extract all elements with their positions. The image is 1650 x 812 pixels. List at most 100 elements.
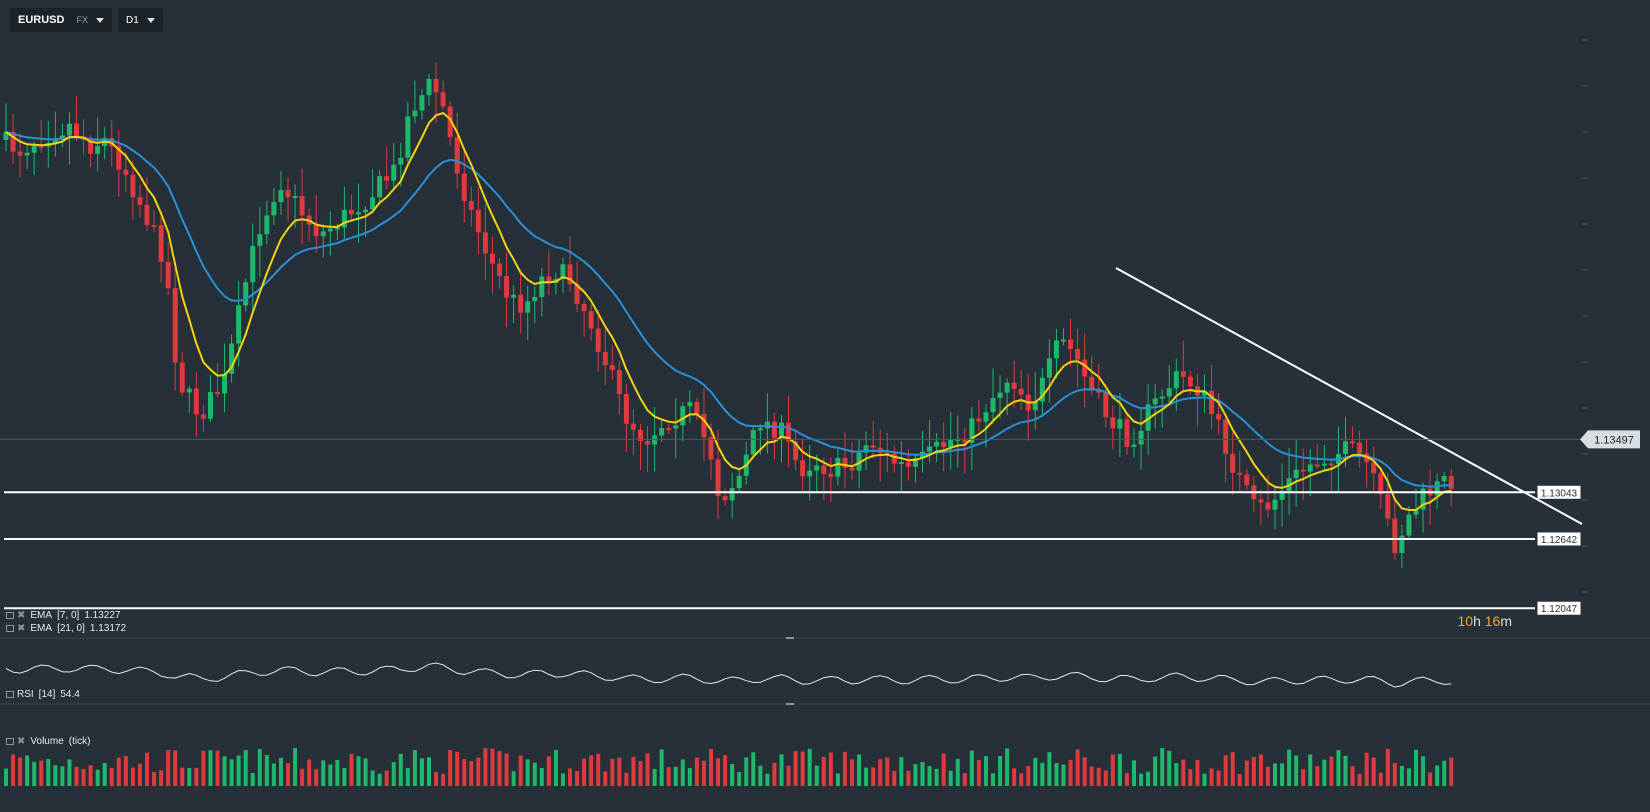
legend-ema21[interactable]: ✖ EMA [21, 0] 1.13172: [6, 623, 126, 634]
volume-bar: [412, 749, 417, 786]
level-price-label: 1.12047: [1541, 604, 1578, 615]
volume-bar: [1399, 765, 1404, 786]
volume-bar: [1435, 765, 1440, 786]
candle-body: [849, 467, 855, 471]
candle-body: [609, 365, 615, 371]
candle-body: [1265, 502, 1271, 510]
candle-body: [1039, 377, 1045, 402]
candle-body: [461, 173, 467, 202]
settings-icon[interactable]: [6, 738, 14, 745]
volume-bar: [1371, 757, 1376, 786]
volume-bar: [1287, 749, 1292, 786]
volume-bar: [1202, 773, 1207, 786]
close-icon[interactable]: ✖: [17, 609, 26, 621]
volume-bar: [81, 768, 86, 786]
candle-body: [1357, 442, 1363, 454]
settings-icon[interactable]: [6, 691, 14, 698]
candle-body: [1180, 371, 1186, 377]
candle-body: [595, 328, 601, 352]
legend-name: RSI: [17, 689, 34, 700]
candle-body: [1032, 401, 1038, 411]
legend-volume[interactable]: ✖ Volume (tick): [6, 736, 90, 747]
candle-body: [673, 425, 679, 429]
level-price-tag: [1536, 484, 1582, 500]
candle-body: [440, 92, 446, 107]
candle-body: [236, 305, 242, 344]
candle-body: [1209, 390, 1215, 415]
volume-bar: [1294, 755, 1299, 786]
volume-bar: [652, 769, 657, 786]
candle-body: [539, 276, 545, 297]
volume-bars: [4, 748, 1454, 786]
candle-body: [532, 296, 538, 302]
candle-body: [708, 437, 714, 460]
candle-body: [370, 197, 376, 210]
volume-bar: [948, 770, 953, 786]
volume-bar: [18, 757, 23, 786]
candle-body: [52, 139, 58, 143]
trendline[interactable]: [1115, 267, 1583, 525]
volume-bar: [998, 756, 1003, 786]
legend-rsi[interactable]: RSI [14] 54.4: [6, 689, 80, 700]
candle-body: [215, 391, 220, 394]
candle-body: [912, 458, 918, 467]
symbol-selector[interactable]: EURUSD FX: [10, 8, 112, 32]
candle-body: [1293, 469, 1299, 479]
candle-body: [271, 202, 277, 216]
volume-bar: [659, 749, 664, 786]
candle-body: [74, 123, 79, 137]
candle-body: [299, 195, 305, 216]
panel-resize-handle[interactable]: [786, 703, 794, 705]
horizontal-levels[interactable]: 1.13043 1.12642 1.12047: [4, 484, 1582, 616]
candle-body: [1166, 388, 1172, 397]
volume-bar: [906, 770, 911, 786]
timeframe-selector[interactable]: D1: [117, 8, 163, 32]
candle-body: [976, 418, 982, 422]
candle-body: [1420, 488, 1426, 510]
level-price-tag: [1536, 531, 1582, 547]
volume-bar: [441, 773, 446, 786]
ema7-line: [5, 111, 1452, 512]
volume-bar: [779, 754, 784, 786]
volume-bar: [1047, 752, 1052, 786]
close-icon[interactable]: ✖: [17, 622, 26, 634]
volume-bar: [1414, 749, 1418, 786]
volume-bar: [342, 767, 347, 786]
candle-body: [489, 253, 495, 264]
volume-bar: [1343, 755, 1348, 786]
volume-bar: [1075, 749, 1080, 786]
candle-body: [1152, 398, 1158, 405]
volume-bar: [991, 773, 995, 786]
volume-bar: [469, 761, 474, 786]
candle-body: [800, 460, 806, 477]
volume-bar: [74, 766, 79, 786]
settings-icon[interactable]: [6, 612, 14, 619]
symbol-label: EURUSD: [18, 14, 65, 26]
candle-body: [1392, 518, 1398, 554]
settings-icon[interactable]: [6, 625, 14, 632]
candle-body: [750, 430, 756, 455]
volume-bar: [1442, 760, 1447, 786]
close-icon[interactable]: ✖: [17, 735, 26, 747]
volume-bar: [180, 767, 185, 786]
volume-bar: [1336, 750, 1341, 786]
legend-ema7[interactable]: ✖ EMA [7, 0] 1.13227: [6, 610, 120, 621]
level-price-tag: [1536, 600, 1582, 616]
volume-bar: [871, 767, 876, 786]
volume-bar: [962, 773, 967, 786]
panel-resize-handle[interactable]: [786, 637, 794, 639]
volume-bar: [1160, 748, 1165, 786]
volume-bar: [1357, 773, 1362, 786]
volume-bar: [1301, 769, 1306, 786]
candle-body: [1371, 462, 1377, 474]
candle-body: [264, 215, 270, 235]
volume-bar: [264, 755, 269, 786]
candle-body: [581, 303, 587, 311]
countdown-minutes-unit: m: [1500, 613, 1512, 629]
volume-bar: [1223, 755, 1228, 786]
candle-body: [898, 462, 904, 465]
volume-bar: [878, 759, 883, 786]
volume-bar: [1167, 750, 1172, 786]
volume-bar: [1258, 754, 1263, 786]
